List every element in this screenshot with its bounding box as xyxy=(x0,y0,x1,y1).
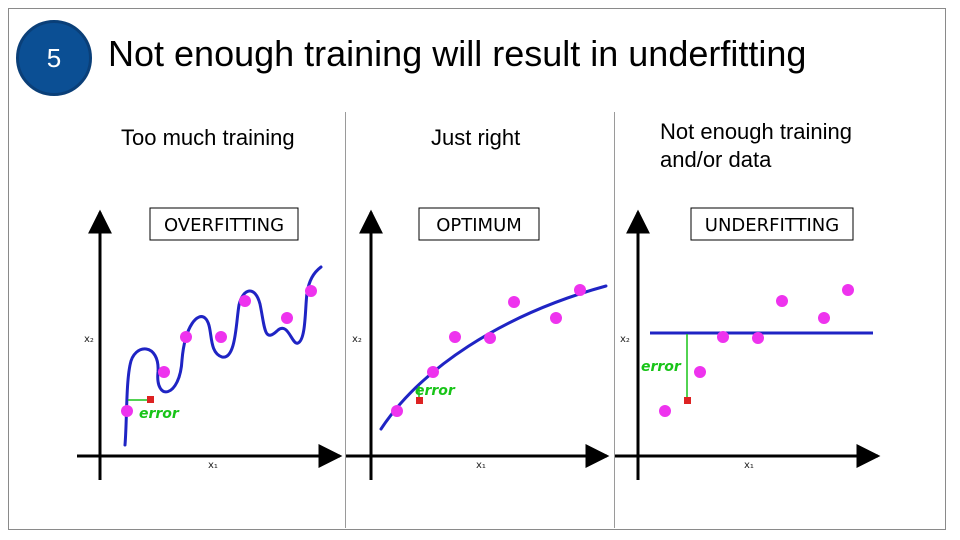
data-point xyxy=(752,332,764,344)
slide-number-badge: 5 xyxy=(16,20,92,96)
data-point xyxy=(776,295,788,307)
label-box xyxy=(149,207,299,241)
x-axis-label: x₁ xyxy=(476,460,486,471)
error-label: error xyxy=(415,383,456,399)
data-point xyxy=(121,405,133,417)
fit-curve xyxy=(123,265,323,447)
panel-heading-underfitting: Not enough training and/or data xyxy=(660,118,852,174)
heading-line: Too much training xyxy=(121,125,295,150)
data-point xyxy=(574,284,586,296)
data-point xyxy=(484,332,496,344)
panel-heading-overfitting: Too much training xyxy=(121,124,295,152)
data-point xyxy=(550,312,562,324)
label-box-text: UNDERFITTING xyxy=(705,215,839,236)
data-point xyxy=(215,331,227,343)
label-box-text: OVERFITTING xyxy=(164,215,284,236)
error-marker xyxy=(416,397,423,404)
x-axis-label: x₁ xyxy=(208,460,218,471)
data-point xyxy=(508,296,520,308)
error-marker xyxy=(684,397,691,404)
data-point xyxy=(717,331,729,343)
data-point xyxy=(281,312,293,324)
heading-line: Just right xyxy=(431,125,521,150)
data-point xyxy=(305,285,317,297)
panel-underfitting: UNDERFITTING x₂ x₁ error xyxy=(615,207,881,480)
error-label: error xyxy=(641,359,682,375)
label-box xyxy=(690,207,854,241)
panel-optimum: OPTIMUM x₂ x₁ error xyxy=(346,207,610,480)
heading-line: and/or data xyxy=(660,147,772,172)
data-point xyxy=(659,405,671,417)
error-marker xyxy=(147,396,154,403)
label-box xyxy=(418,207,540,241)
data-point xyxy=(427,366,439,378)
slide-title: Not enough training will result in under… xyxy=(108,33,807,74)
error-label: error xyxy=(139,406,180,422)
fit-curve xyxy=(379,284,608,431)
data-point xyxy=(818,312,830,324)
y-axis-label: x₂ xyxy=(352,334,362,345)
data-point xyxy=(239,295,251,307)
data-point xyxy=(694,366,706,378)
panel-overfitting: OVERFITTING x₂ x₁ error xyxy=(77,207,343,480)
y-axis-label: x₂ xyxy=(84,334,94,345)
label-box-text: OPTIMUM xyxy=(436,215,522,236)
data-point xyxy=(180,331,192,343)
slide-number: 5 xyxy=(46,42,62,73)
data-point xyxy=(158,366,170,378)
data-point xyxy=(449,331,461,343)
panel-divider-2 xyxy=(614,112,615,528)
heading-line: Not enough training xyxy=(660,119,853,144)
data-point xyxy=(842,284,854,296)
panel-divider-1 xyxy=(345,112,346,528)
x-axis-label: x₁ xyxy=(744,460,754,471)
y-axis-label: x₂ xyxy=(620,334,630,345)
data-point xyxy=(391,405,403,417)
slide-frame xyxy=(8,8,946,530)
panel-heading-optimum: Just right xyxy=(431,124,520,152)
